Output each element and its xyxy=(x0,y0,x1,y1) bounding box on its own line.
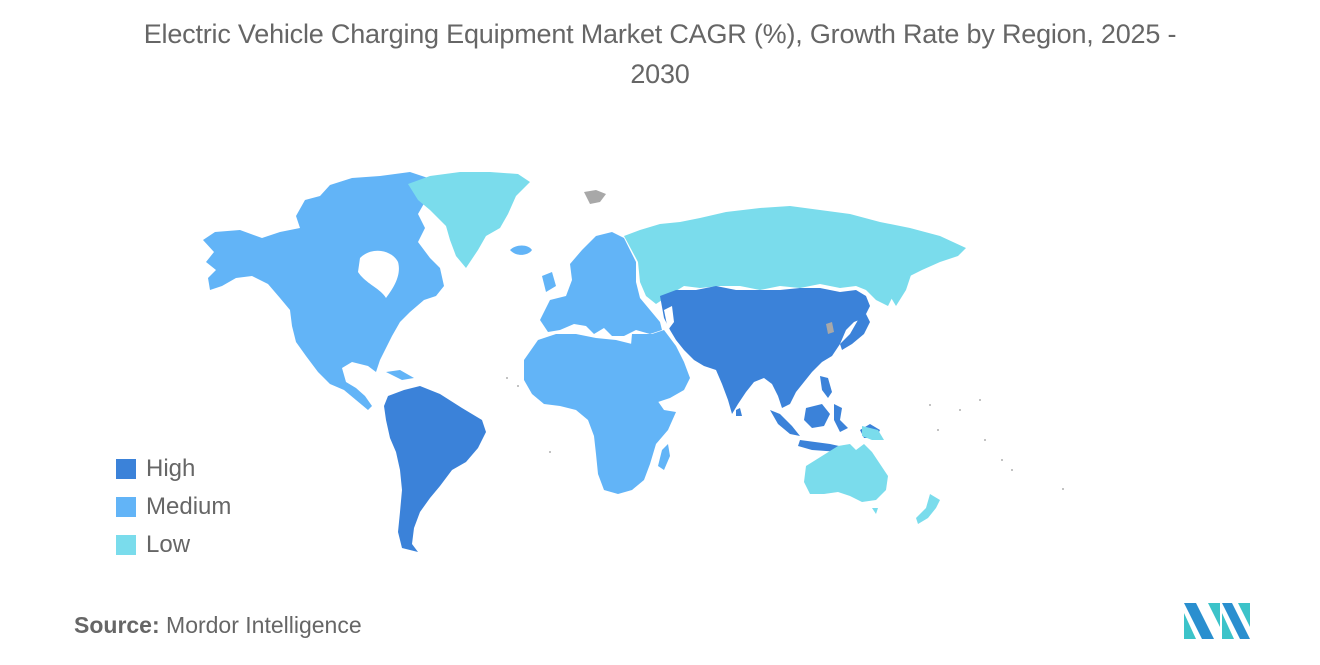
source-value: Mordor Intelligence xyxy=(166,612,362,638)
legend-label: Low xyxy=(146,531,191,558)
source-note: Source: Mordor Intelligence xyxy=(74,612,362,639)
region-russia xyxy=(624,206,966,306)
chart-title: Electric Vehicle Charging Equipment Mark… xyxy=(0,14,1320,94)
region-korea xyxy=(826,322,834,334)
region-new-zealand xyxy=(916,494,940,524)
region-caribbean xyxy=(386,370,414,380)
legend-swatch-high xyxy=(116,459,136,479)
region-south-america xyxy=(384,386,486,552)
legend-swatch-low xyxy=(116,535,136,555)
legend-item-low: Low xyxy=(116,526,231,564)
region-australia xyxy=(804,444,888,502)
legend-label: Medium xyxy=(146,493,232,520)
chart-title-line-1: Electric Vehicle Charging Equipment Mark… xyxy=(143,19,1177,49)
legend-swatch-medium xyxy=(116,497,136,517)
legend-label: High xyxy=(146,455,196,482)
region-africa xyxy=(524,334,676,494)
region-japan xyxy=(840,314,870,350)
region-north-america xyxy=(203,172,444,410)
legend-item-medium: Medium xyxy=(116,488,231,526)
source-label: Source: xyxy=(74,612,160,638)
mordor-logo-icon xyxy=(1184,603,1250,639)
region-asia-high xyxy=(660,286,870,414)
pacific-islands xyxy=(506,377,1064,490)
chart-title-line-2: 2030 xyxy=(630,59,690,89)
region-greenland xyxy=(408,172,530,268)
legend-item-high: High xyxy=(116,450,231,488)
legend: High Medium Low xyxy=(116,450,231,564)
region-png xyxy=(862,426,884,440)
region-europe xyxy=(540,232,662,336)
region-southeast-asia xyxy=(770,376,880,452)
